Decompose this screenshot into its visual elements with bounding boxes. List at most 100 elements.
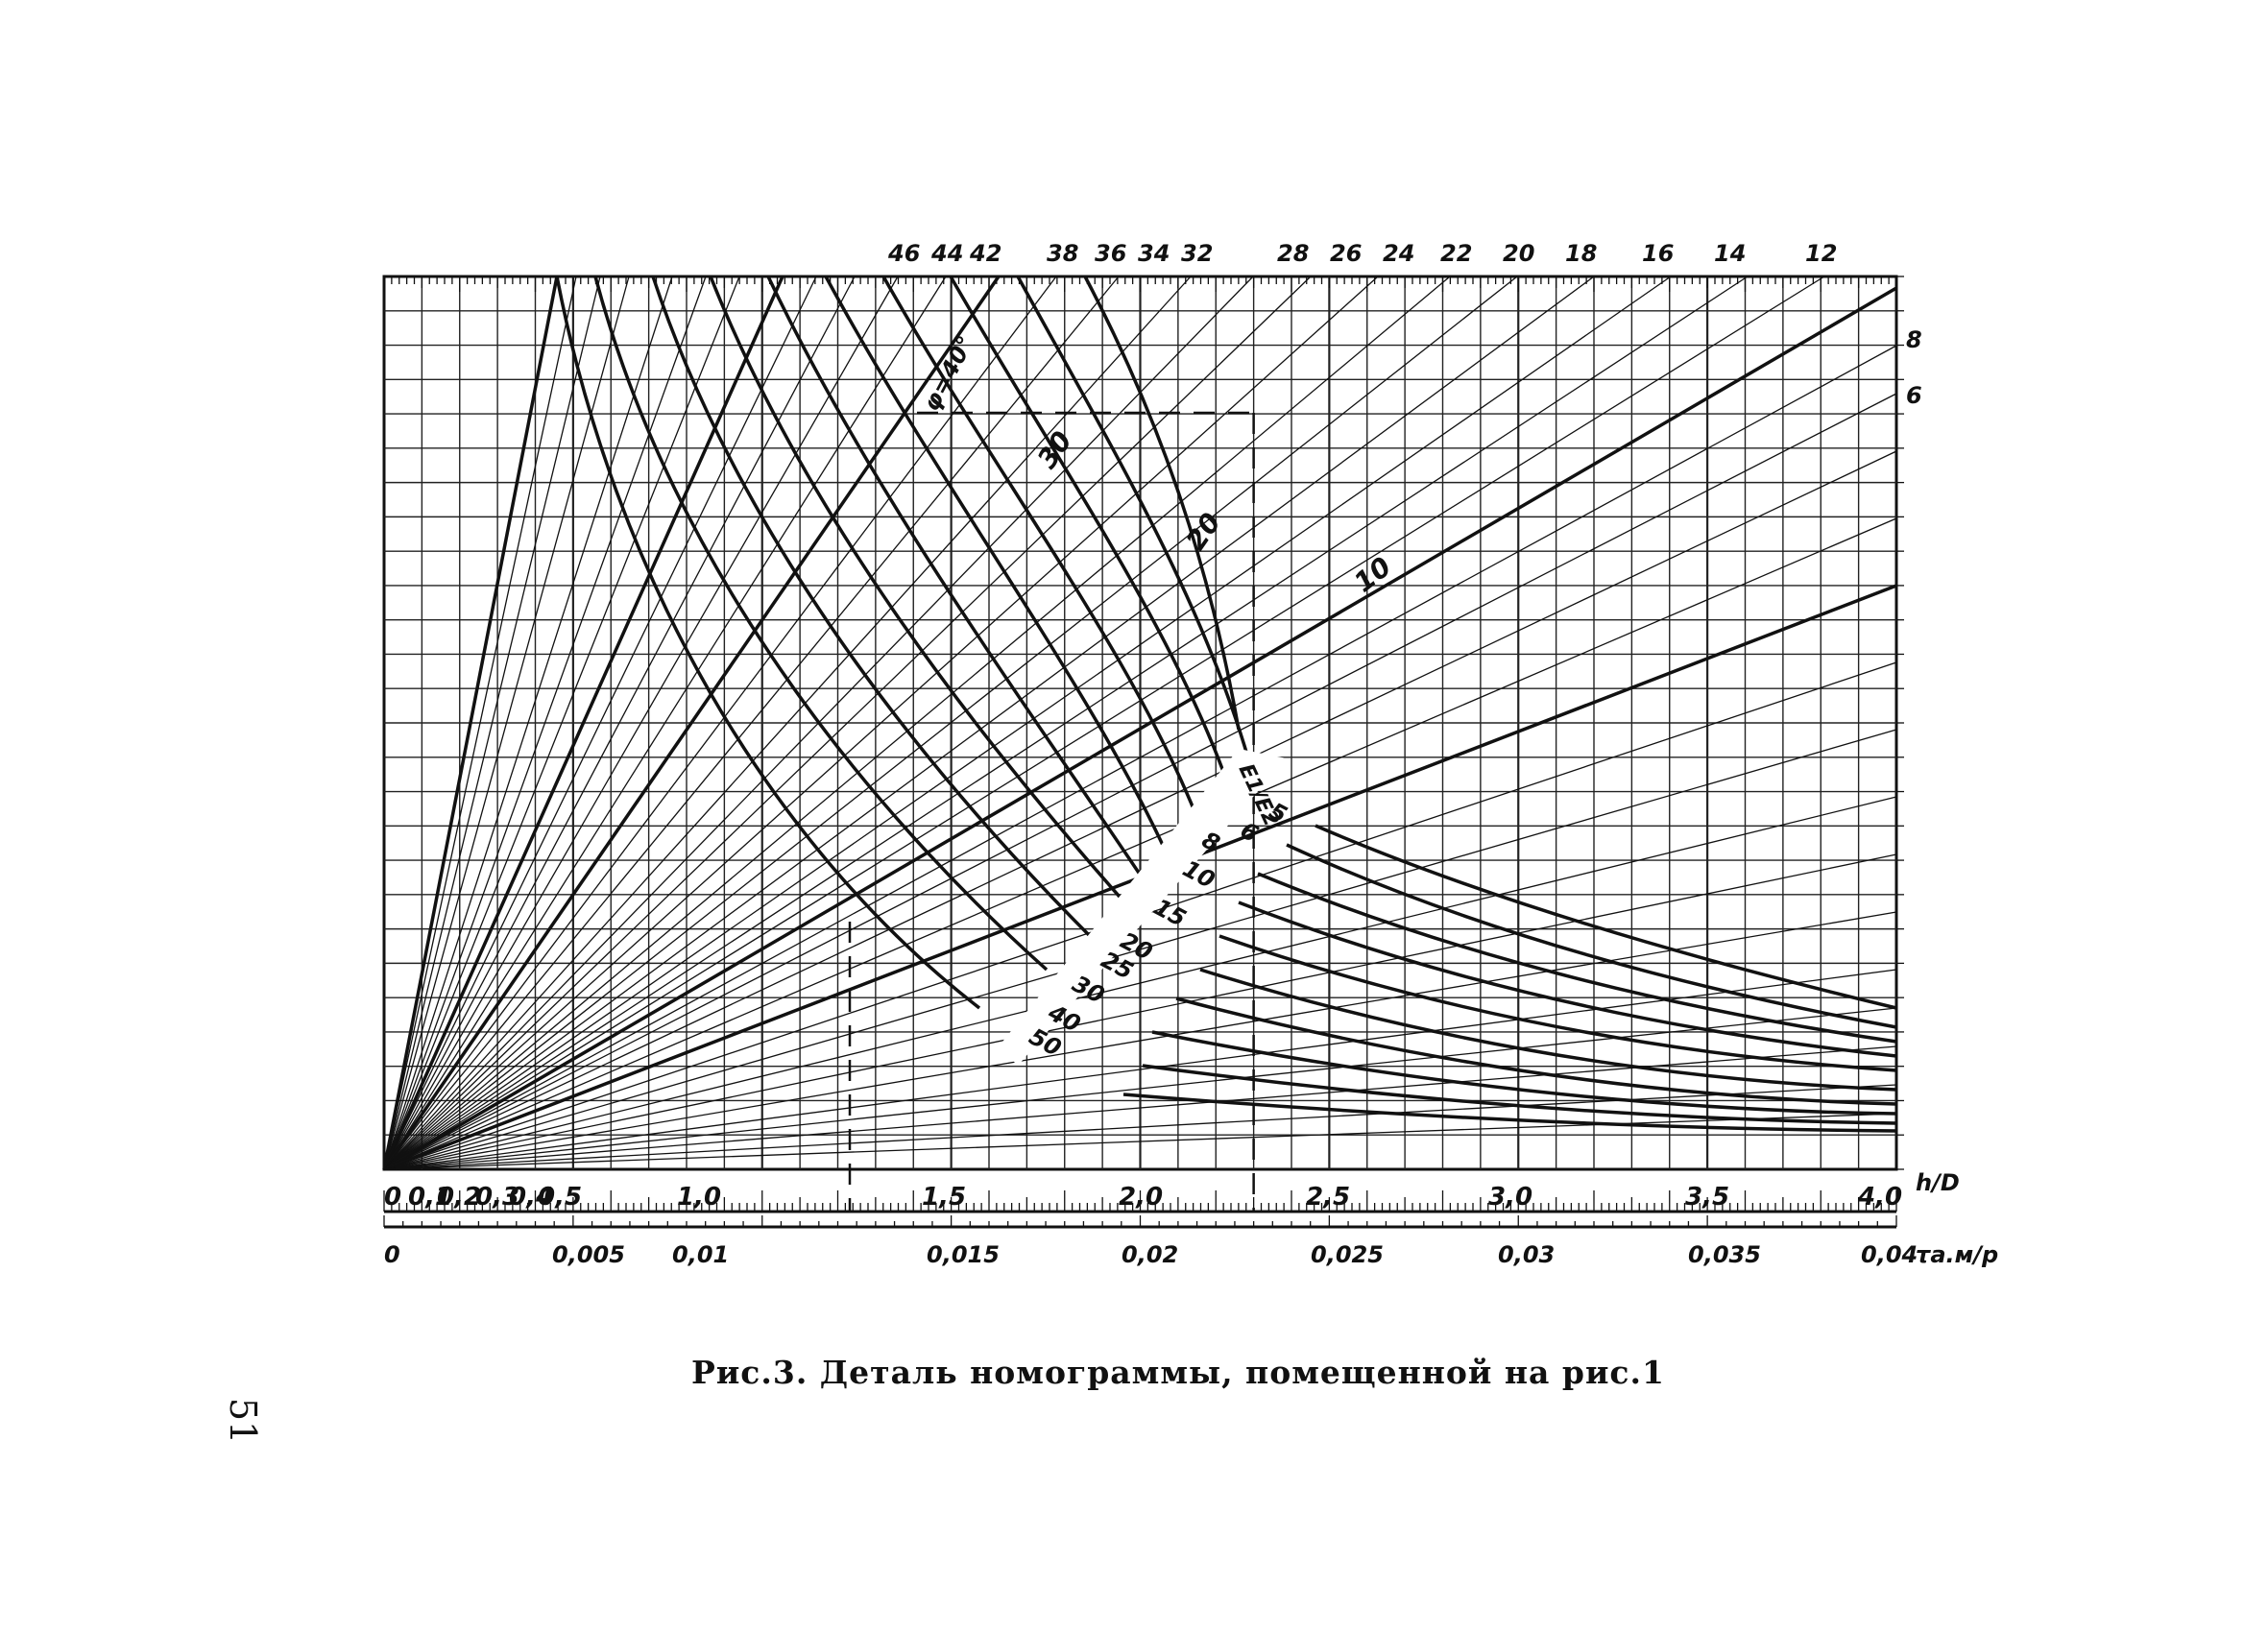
e-ratio-curve [824,276,1173,865]
h-d-tick-label: 0,2 [437,1183,481,1212]
phi-ray [383,729,1897,1170]
e-ratio-curve [1151,1030,1897,1116]
phi-ray [383,276,1312,1170]
tau-tick-label: 0,005 [552,1241,625,1268]
tau-tick-label: 0,015 [927,1241,1000,1268]
tau-tick-label: 0,03 [1498,1241,1555,1268]
phi-scale-label: 38 [1047,240,1078,267]
e-ratio-curve [593,276,1049,972]
e-ratio-curve [1315,824,1897,1010]
phi-ray [383,276,1595,1170]
phi-ray [383,393,1897,1170]
axis-ticks [383,276,1904,1229]
h-d-tick-label: 0,3 [475,1183,519,1212]
tau-tick-label: 0,035 [1688,1241,1761,1268]
e-ratio-curve [949,276,1231,788]
tau-tick-label: 0,025 [1311,1241,1384,1268]
phi-ray [383,450,1897,1170]
tau-tick-label: 0,02 [1122,1241,1178,1268]
e-ratio-curve [1016,276,1250,759]
phi-scale-label: 22 [1440,240,1472,267]
phi-ray [383,276,1451,1170]
e-ratio-curve [555,276,981,1010]
h-d-tick-label: 3,0 [1488,1183,1532,1212]
phi-ray [383,276,630,1170]
phi-ray [383,276,673,1170]
phi-ray [383,276,1825,1170]
phi-ray [383,1084,1897,1170]
e-ratio-curve [1122,1093,1897,1133]
phi-line-label: φ=40° [918,331,979,416]
e-ratio-curve [1218,934,1897,1072]
phi-scale-label: 36 [1095,240,1126,267]
phi-ray [383,1113,1897,1170]
tau-tick-label: 0,04 [1861,1241,1918,1268]
h-d-tick-label: 0 [384,1183,401,1212]
phi-scale-label: 14 [1714,240,1746,267]
phi-ray [383,276,856,1170]
phi-line-label: 30 [1031,425,1078,474]
e-ratio-curve [1286,843,1897,1029]
h-d-tick-label: 1,5 [922,1183,966,1212]
phi-ray [383,276,601,1170]
figure-caption: Рис.3. Деталь номограммы, помещенной на … [691,1354,1665,1391]
phi-ray [383,969,1897,1170]
phi-scale-label: 32 [1181,240,1213,267]
h-d-tick-label: 0,5 [538,1183,582,1212]
phi-right-label: 8 [1906,326,1922,353]
e-ratio-curve [1238,901,1897,1058]
e-ratio-curve [709,276,1135,914]
phi-ray [383,276,899,1170]
phi-ray [383,276,1192,1170]
h-d-tick-label: 3,5 [1685,1183,1729,1212]
phi-scale-label: 26 [1330,240,1362,267]
phi-scale-label: 42 [969,240,1001,267]
phi-scale-label: 28 [1277,240,1309,267]
example-reading-lines [848,411,1255,1212]
page-number: 51 [222,1397,264,1445]
phi-scale-label: 34 [1138,240,1170,267]
h-d-tick-label: 0,4 [509,1183,553,1212]
phi-ray [382,276,559,1170]
e-ratio-curve [1175,997,1897,1106]
h-d-tick-label: 1,0 [677,1183,721,1212]
tau-axis-label: τа.м/p [1916,1241,1998,1268]
e-ratio-curve [1083,276,1241,731]
e-ratio-curve [651,276,1097,943]
phi-ray [383,796,1897,1170]
phi-ray [383,276,740,1170]
h-d-tick-label: 4,0 [1857,1183,1902,1212]
phi-ray [383,276,1672,1170]
h-d-tick-label: 0,1 [408,1183,452,1212]
phi-right-label: 6 [1906,382,1922,409]
phi-line-label: 10 [1348,551,1397,599]
phi-ray [383,276,947,1170]
phi-scale-label: 12 [1805,240,1837,267]
e-ratio-curves [555,276,1897,1133]
e-ratio-curve [1257,872,1897,1044]
phi-scale-label: 46 [887,240,920,267]
phi-ray [383,286,1897,1171]
h-d-tick-label: 2,5 [1306,1183,1350,1212]
phi-scale-label: 24 [1383,240,1414,267]
phi-ray [383,517,1897,1170]
phi-ray [383,276,1120,1170]
e-ratio-curve [1199,968,1897,1092]
tau-tick-label: 0,01 [672,1241,729,1268]
phi-ray [383,853,1897,1170]
phi-ray [383,276,1379,1170]
h-d-tick-label: 2,0 [1119,1183,1163,1212]
phi-ray [383,276,1518,1170]
phi-ray [382,276,1001,1170]
phi-scale-label: 18 [1565,240,1597,267]
curve-label-band [999,749,1287,1066]
phi-ray [382,276,784,1170]
axis-labels: 46 44 42 38 36 34 32 28 26 24 22 20 18 16 14 12 8 6 φ=40° 3… [384,240,1998,1268]
tau-tick-label: 0 [384,1241,400,1268]
phi-ray [383,276,1749,1170]
e-ratio-curve [766,276,1154,894]
phi-ray [383,1007,1897,1170]
phi-scale-label: 16 [1642,240,1674,267]
phi-ray [383,276,577,1170]
